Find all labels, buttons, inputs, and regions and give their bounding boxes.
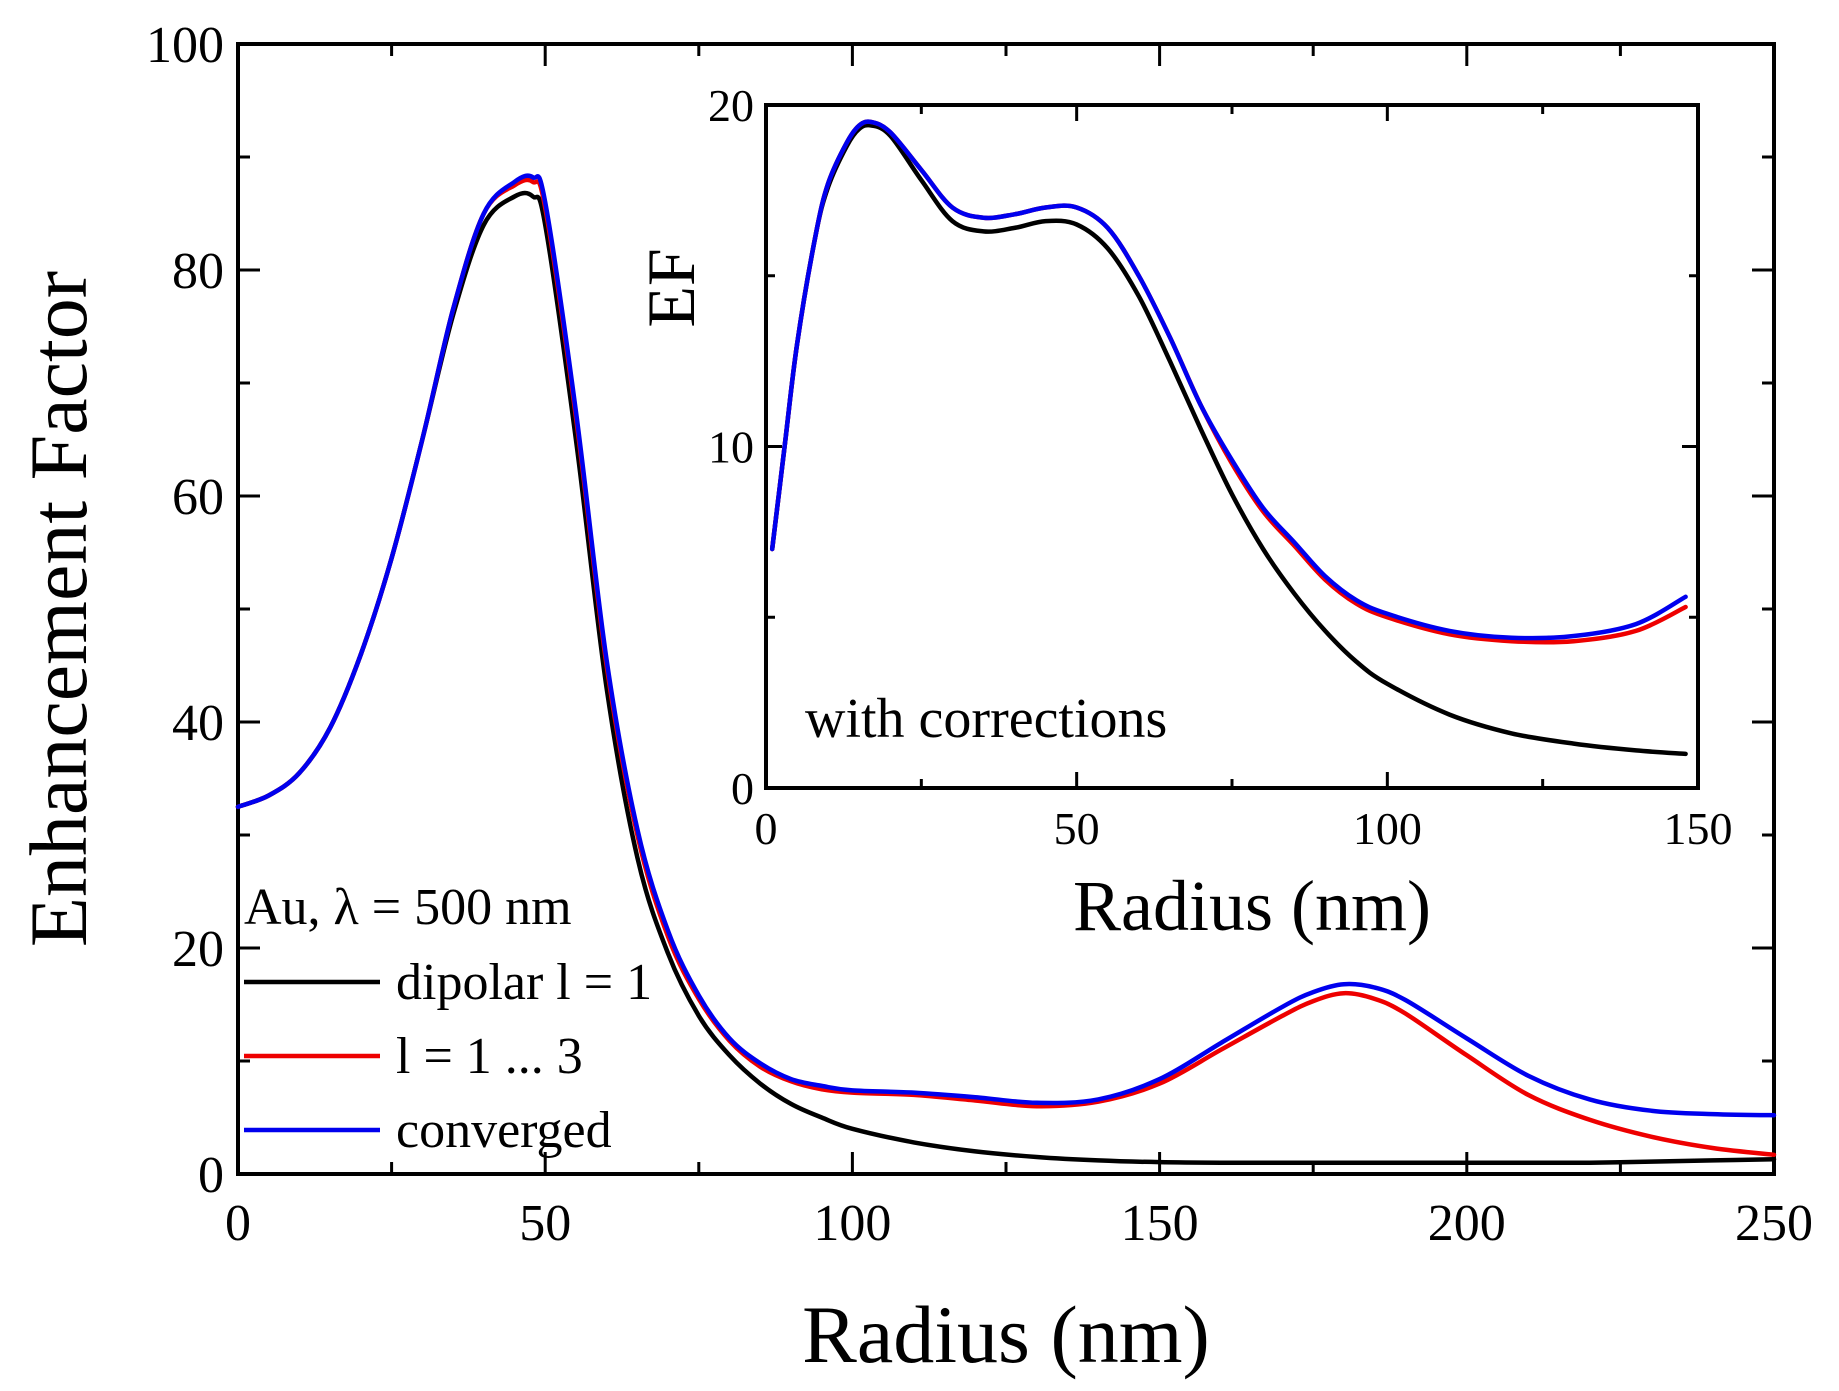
- main-y-tick-label: 20: [172, 921, 224, 978]
- main-x-tick-label: 250: [1735, 1195, 1813, 1252]
- main-y-tick-label: 80: [172, 243, 224, 300]
- main-x-tick-label: 200: [1428, 1195, 1506, 1252]
- main-x-axis-label: Radius (nm): [802, 1289, 1210, 1380]
- main-series: [235, 173, 1777, 1166]
- legend-label-dipolar: dipolar l = 1: [396, 954, 652, 1011]
- inset-y-tick-label: 0: [731, 763, 754, 814]
- inset-y-tick-label: 10: [708, 422, 754, 473]
- inset-x-tick-label: 50: [1054, 803, 1100, 854]
- legend-label-converged: converged: [396, 1102, 612, 1159]
- inset-plot: 0 50 100 150 0 10 20 with corrections Radius (…: [633, 80, 1733, 946]
- inset-y-axis-label: EF: [633, 248, 709, 327]
- inset-x-tick-label: 100: [1353, 803, 1422, 854]
- main-y-tick-label: 60: [172, 469, 224, 526]
- inset-x-tick-label: 0: [755, 803, 778, 854]
- legend-title: Au, λ = 500 nm: [244, 879, 572, 936]
- main-x-tick-label: 0: [225, 1195, 251, 1252]
- inset-annotation: with corrections: [805, 688, 1167, 750]
- inset-tick-labels: 0 50 100 150 0 10 20: [708, 80, 1733, 854]
- inset-x-axis-label: Radius (nm): [1073, 866, 1431, 946]
- inset-y-tick-label: 20: [708, 80, 754, 131]
- main-series-converged: [235, 173, 1777, 1118]
- inset-series-converged: [769, 119, 1688, 641]
- main-y-tick-label: 100: [146, 17, 224, 74]
- main-y-tick-label: 40: [172, 695, 224, 752]
- main-x-tick-label: 50: [519, 1195, 571, 1252]
- legend-label-l1-3: l = 1 ... 3: [396, 1028, 583, 1085]
- main-x-tick-label: 100: [813, 1195, 891, 1252]
- main-y-axis-label: Enhancement Factor: [13, 271, 104, 947]
- inset-background: [766, 105, 1698, 788]
- inset-x-tick-label: 150: [1664, 803, 1733, 854]
- inset-series: [769, 119, 1688, 757]
- legend: Au, λ = 500 nm dipolar l = 1 l = 1 ... 3…: [244, 879, 652, 1159]
- main-x-tick-label: 150: [1121, 1195, 1199, 1252]
- main-y-tick-label: 0: [198, 1147, 224, 1204]
- inset-ticks: [764, 103, 1700, 790]
